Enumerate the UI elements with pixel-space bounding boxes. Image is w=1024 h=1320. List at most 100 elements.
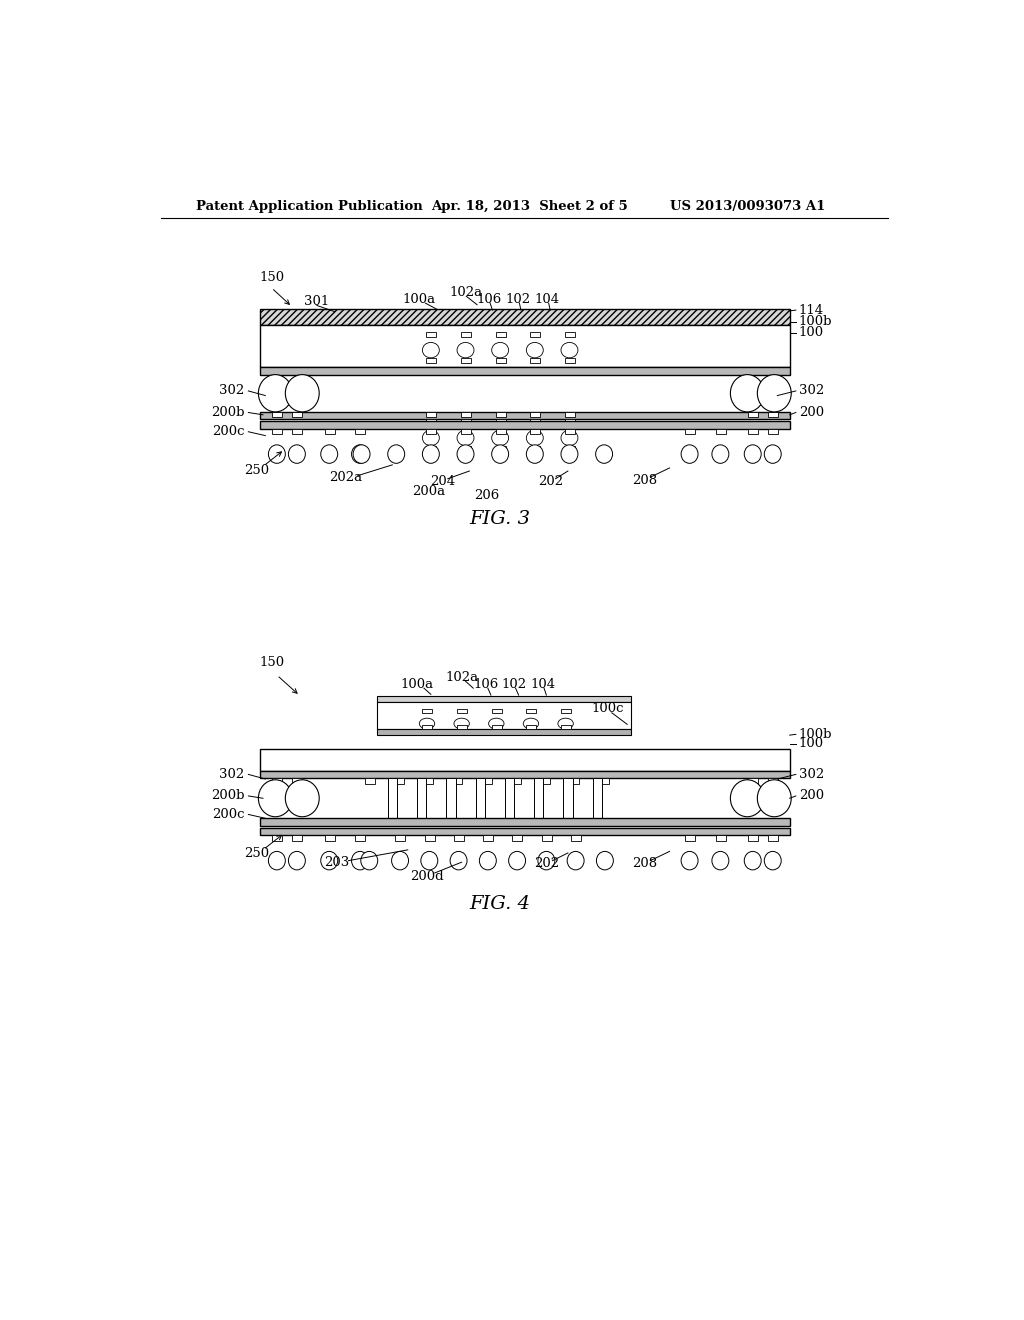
Text: 106: 106 — [474, 677, 499, 690]
Ellipse shape — [558, 718, 573, 729]
Bar — [565, 429, 574, 434]
Bar — [768, 429, 778, 434]
Text: 204: 204 — [430, 475, 455, 488]
Bar — [565, 412, 574, 417]
Bar — [260, 828, 790, 836]
Bar — [260, 309, 790, 325]
Bar — [749, 429, 758, 434]
Ellipse shape — [561, 342, 578, 358]
Bar — [260, 818, 790, 826]
Text: 250: 250 — [245, 847, 269, 861]
Bar — [530, 331, 541, 337]
Bar — [512, 836, 522, 841]
Bar — [461, 429, 471, 434]
Bar — [535, 779, 544, 818]
Text: 102a: 102a — [450, 286, 483, 298]
Text: 100a: 100a — [402, 293, 435, 306]
Ellipse shape — [526, 445, 544, 463]
Bar — [530, 420, 541, 425]
Text: 202: 202 — [538, 475, 563, 488]
Text: 208: 208 — [633, 474, 657, 487]
Bar — [325, 429, 335, 434]
Ellipse shape — [286, 780, 319, 817]
Bar — [461, 412, 471, 417]
Bar — [426, 358, 436, 363]
Ellipse shape — [526, 430, 544, 446]
Bar — [423, 779, 433, 784]
Ellipse shape — [351, 851, 369, 870]
Bar — [505, 779, 514, 818]
Text: Patent Application Publication: Patent Application Publication — [196, 199, 423, 213]
Text: FIG. 3: FIG. 3 — [470, 510, 530, 528]
Bar — [272, 412, 283, 417]
Bar — [426, 331, 436, 337]
Ellipse shape — [391, 851, 409, 870]
Bar — [483, 836, 494, 841]
Bar — [565, 420, 574, 425]
Bar — [526, 725, 537, 729]
Bar — [457, 709, 467, 713]
Ellipse shape — [268, 851, 286, 870]
Text: 104: 104 — [535, 293, 560, 306]
Ellipse shape — [422, 430, 439, 446]
Text: 302: 302 — [799, 768, 824, 781]
Bar — [599, 779, 608, 784]
Bar — [461, 420, 471, 425]
Bar — [716, 429, 726, 434]
Text: 100b: 100b — [799, 315, 833, 329]
Ellipse shape — [758, 780, 792, 817]
Text: 104: 104 — [530, 677, 555, 690]
Ellipse shape — [758, 375, 792, 412]
Bar — [377, 729, 631, 735]
Ellipse shape — [286, 375, 319, 412]
Bar — [511, 779, 521, 784]
Ellipse shape — [421, 851, 438, 870]
Bar — [292, 429, 302, 434]
Ellipse shape — [730, 375, 764, 412]
Bar — [530, 412, 541, 417]
Ellipse shape — [479, 851, 497, 870]
Bar — [260, 367, 790, 375]
Bar — [292, 836, 302, 841]
Ellipse shape — [764, 445, 781, 463]
Ellipse shape — [764, 851, 781, 870]
Ellipse shape — [451, 851, 467, 870]
Ellipse shape — [681, 445, 698, 463]
Ellipse shape — [561, 430, 578, 446]
Bar — [749, 412, 758, 417]
Ellipse shape — [258, 375, 292, 412]
Bar — [292, 412, 302, 417]
Ellipse shape — [388, 445, 404, 463]
Ellipse shape — [321, 851, 338, 870]
Text: 206: 206 — [474, 490, 499, 502]
Bar — [260, 748, 790, 771]
Text: 200d: 200d — [411, 870, 443, 883]
Bar — [563, 779, 572, 818]
Bar — [768, 412, 778, 417]
Bar — [565, 331, 574, 337]
Ellipse shape — [457, 430, 474, 446]
Ellipse shape — [289, 851, 305, 870]
Text: US 2013/0093073 A1: US 2013/0093073 A1 — [670, 199, 825, 213]
Bar — [260, 771, 790, 779]
Text: 203: 203 — [325, 857, 349, 870]
Text: 200b: 200b — [211, 407, 245, 418]
Text: 200c: 200c — [212, 425, 245, 438]
Bar — [496, 358, 506, 363]
Bar — [749, 836, 758, 841]
Text: 202: 202 — [534, 857, 559, 870]
Bar — [417, 779, 426, 818]
Bar — [542, 836, 552, 841]
Bar — [461, 331, 471, 337]
Bar — [571, 836, 581, 841]
Ellipse shape — [744, 851, 761, 870]
Bar — [481, 779, 492, 784]
Bar — [292, 779, 302, 784]
Text: 100a: 100a — [400, 677, 433, 690]
Ellipse shape — [457, 342, 474, 358]
Ellipse shape — [730, 780, 764, 817]
Bar — [422, 709, 432, 713]
Bar — [716, 836, 726, 841]
Ellipse shape — [419, 718, 435, 729]
Bar — [446, 779, 456, 818]
